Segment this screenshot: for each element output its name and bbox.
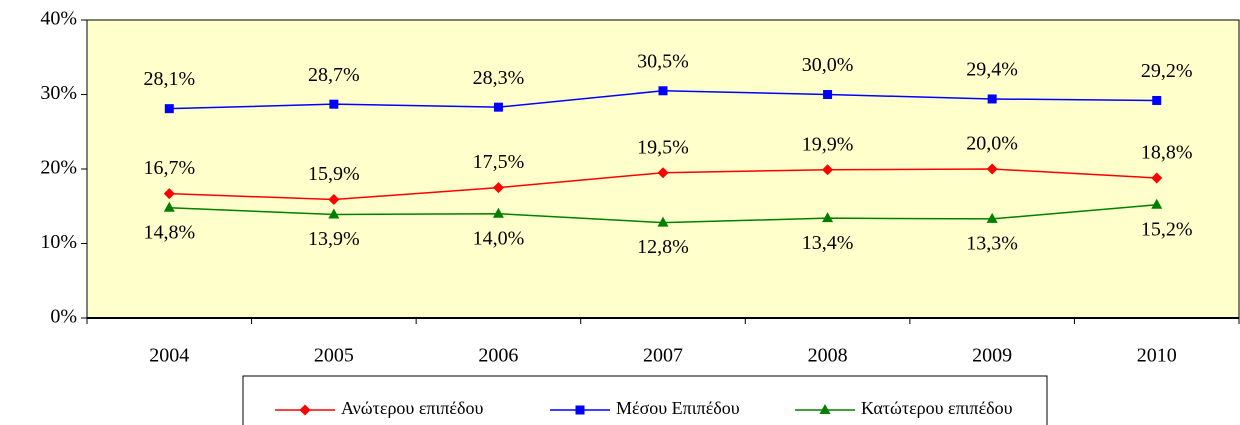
data-point	[986, 212, 998, 223]
data-point	[657, 167, 669, 179]
x-tick-label: 2010	[1137, 345, 1177, 367]
legend-marker	[575, 405, 585, 415]
data-point	[329, 99, 339, 109]
x-tick-label: 2009	[972, 345, 1012, 367]
data-point	[1151, 172, 1163, 184]
data-point	[328, 194, 340, 206]
data-label: 29,4%	[966, 59, 1018, 81]
y-tick-label: 0%	[50, 306, 77, 328]
data-point	[492, 207, 504, 218]
legend-label: Μέσου Επιπέδου	[616, 398, 740, 418]
data-point	[163, 201, 175, 212]
data-label: 18,8%	[1141, 142, 1193, 164]
data-label: 28,7%	[308, 64, 360, 86]
legend-marker	[299, 404, 311, 416]
data-point	[1152, 95, 1162, 105]
data-point	[492, 182, 504, 194]
data-point	[164, 104, 174, 114]
data-point	[987, 94, 997, 104]
data-point	[163, 188, 175, 200]
y-tick-label: 10%	[40, 231, 77, 253]
data-point	[1151, 198, 1163, 209]
data-label: 13,3%	[966, 233, 1018, 255]
data-label: 28,3%	[473, 67, 525, 89]
y-tick-label: 20%	[40, 157, 77, 179]
data-point	[328, 208, 340, 219]
x-tick-label: 2004	[149, 345, 189, 367]
data-label: 28,1%	[143, 68, 195, 90]
legend-marker	[819, 404, 831, 414]
legend-label: Ανώτερου επιπέδου	[341, 398, 483, 418]
x-tick-label: 2007	[643, 345, 683, 367]
data-label: 12,8%	[637, 236, 689, 258]
data-point	[822, 212, 834, 223]
data-label: 19,9%	[802, 133, 854, 155]
data-label: 19,5%	[637, 136, 689, 158]
data-label: 15,9%	[308, 163, 360, 185]
data-label: 20,0%	[966, 133, 1018, 155]
data-label: 13,9%	[308, 228, 360, 250]
y-tick-label: 40%	[40, 8, 77, 30]
data-label: 30,0%	[802, 54, 854, 76]
data-label: 14,0%	[473, 227, 525, 249]
data-point	[657, 216, 669, 227]
data-label: 14,8%	[143, 221, 195, 243]
data-point	[658, 86, 668, 96]
data-label: 16,7%	[143, 157, 195, 179]
data-label: 29,2%	[1141, 60, 1193, 82]
data-label: 13,4%	[802, 232, 854, 254]
data-label: 30,5%	[637, 50, 689, 72]
data-point	[822, 164, 834, 176]
y-tick-label: 30%	[40, 82, 77, 104]
x-tick-label: 2006	[478, 345, 518, 367]
data-point	[823, 90, 833, 99]
data-point	[493, 102, 503, 112]
data-point	[986, 163, 998, 175]
x-tick-label: 2005	[314, 345, 354, 367]
legend-label: Κατώτερου επιπέδου	[861, 398, 1013, 418]
x-tick-label: 2008	[808, 345, 848, 367]
legend-box	[242, 375, 1048, 425]
data-label: 15,2%	[1141, 218, 1193, 240]
data-label: 17,5%	[473, 151, 525, 173]
